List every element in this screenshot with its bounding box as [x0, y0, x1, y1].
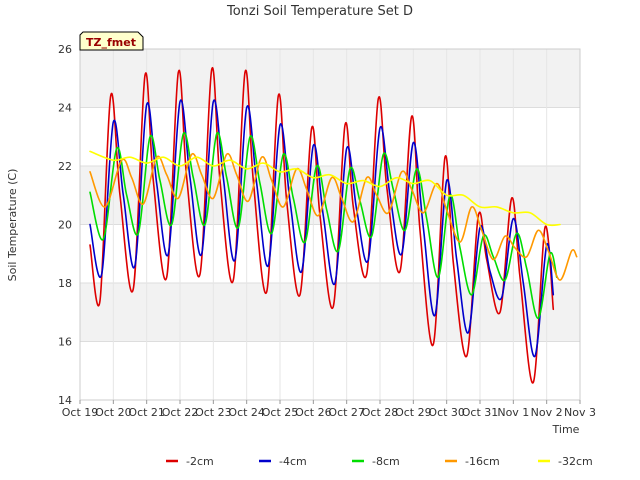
x-tick-label: Oct 30: [428, 406, 465, 419]
x-tick-label: Oct 25: [262, 406, 299, 419]
x-tick-label: Oct 31: [462, 406, 499, 419]
x-axis-label: Time: [552, 423, 580, 436]
x-tick-label: Nov 1: [497, 406, 529, 419]
legend-label: -32cm: [558, 455, 593, 468]
badge-shape: [79, 31, 144, 51]
x-tick-label: Oct 24: [228, 406, 265, 419]
y-tick-label: 18: [58, 277, 72, 290]
y-axis-label: Soil Temperature (C): [6, 169, 19, 282]
x-tick-label: Oct 19: [62, 406, 99, 419]
y-tick-label: 26: [58, 43, 72, 56]
plot-band: [80, 107, 580, 166]
series-line-16cmcm: [89, 152, 578, 281]
chart-title: Tonzi Soil Temperature Set D: [226, 4, 413, 19]
y-tick-label: 20: [58, 219, 72, 232]
series-line-32cmcm: [89, 150, 561, 227]
y-tick-label: 16: [58, 336, 72, 349]
series-lines: [89, 66, 578, 384]
x-tick-label: Oct 27: [328, 406, 365, 419]
tz-fmet-badge: TZ_fmet: [79, 31, 144, 51]
y-tick-label: 14: [58, 394, 72, 407]
x-tick-label: Oct 28: [362, 406, 399, 419]
x-tick-label: Oct 23: [195, 406, 232, 419]
series-line-2cmcm: [89, 66, 555, 384]
x-tick-label: Oct 20: [95, 406, 132, 419]
plot-frame: [79, 48, 581, 401]
legend-label: -4cm: [279, 455, 307, 468]
legend-label: -8cm: [372, 455, 400, 468]
series-line-8cmcm: [89, 132, 558, 319]
y-tick-label: 24: [58, 102, 72, 115]
legend-label: -2cm: [186, 455, 214, 468]
plot-band: [80, 341, 580, 400]
x-tick-label: Nov 3: [564, 406, 596, 419]
x-tick-label: Oct 29: [395, 406, 432, 419]
x-tick-label: Oct 22: [162, 406, 199, 419]
y-tick-label: 22: [58, 160, 72, 173]
plot-band: [80, 283, 580, 342]
legend: -2cm -4cm -8cm -16cm -32cm: [166, 455, 593, 468]
x-tick-label: Oct 26: [295, 406, 332, 419]
x-tick-label: Oct 21: [128, 406, 165, 419]
plot-band: [80, 49, 580, 108]
series-line-4cmcm: [89, 99, 555, 358]
y-axis-ticks: 14 16 18 20 22 24 26: [58, 43, 72, 407]
badge-label: TZ_fmet: [86, 36, 136, 49]
legend-label: -16cm: [465, 455, 500, 468]
x-tick-label: Nov 2: [531, 406, 563, 419]
